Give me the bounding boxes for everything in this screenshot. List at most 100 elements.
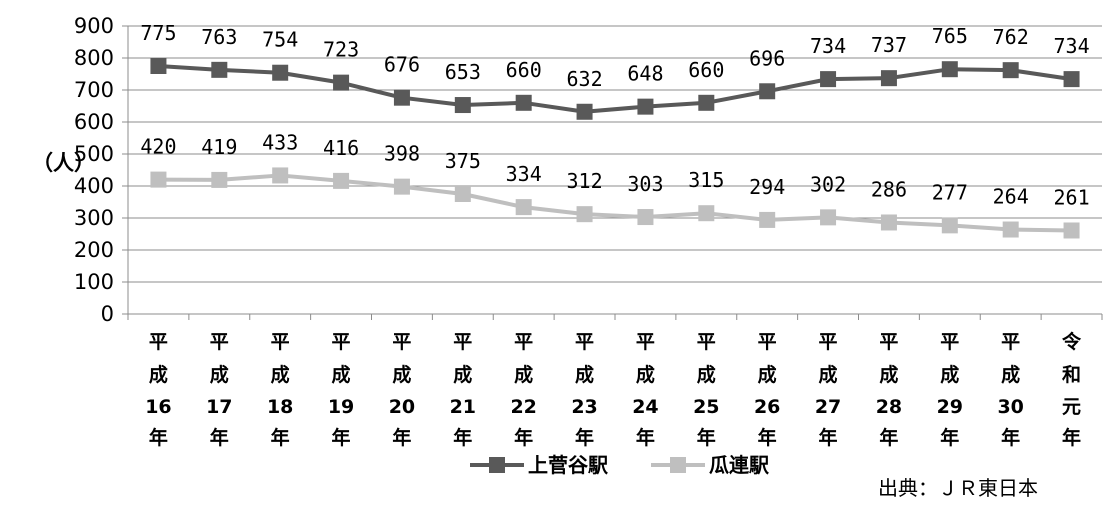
data-label: 696 [749, 46, 785, 70]
x-category-line: 平 [1001, 331, 1020, 353]
x-category-line: 成 [332, 363, 351, 386]
data-label: 754 [262, 28, 298, 52]
y-tick-label: 400 [74, 174, 114, 198]
data-point-marker [1002, 62, 1019, 79]
x-category-line: 年 [210, 426, 229, 449]
x-category-line: 平 [271, 331, 290, 353]
y-tick-label: 500 [74, 142, 114, 166]
x-category-label: 平成 16 年 [145, 331, 171, 449]
x-category-line: 年 [575, 426, 594, 449]
data-point-marker [150, 58, 167, 74]
x-category-line: 25 [693, 396, 719, 418]
data-label: 762 [993, 25, 1029, 49]
x-category-line: 年 [1062, 426, 1081, 449]
data-point-marker [454, 186, 471, 202]
data-label: 734 [810, 34, 846, 58]
data-point-marker [211, 61, 228, 78]
data-point-marker [880, 70, 897, 87]
x-category-line: 28 [876, 396, 902, 418]
x-category-line: 成 [758, 363, 777, 386]
data-point-marker [759, 211, 776, 228]
x-category-line: 成 [1001, 363, 1020, 386]
data-label: 261 [1054, 185, 1090, 209]
x-category-line: 平 [879, 331, 898, 353]
data-point-marker [941, 217, 958, 234]
x-category-line: 年 [453, 426, 472, 449]
x-category-line: 元 [1062, 396, 1081, 418]
x-category-label: 平成 20 年 [389, 331, 415, 449]
data-point-marker [576, 103, 593, 120]
x-category-line: 成 [514, 363, 533, 386]
legend-entry: 上菅谷駅 [470, 453, 608, 477]
data-label: 420 [140, 135, 176, 159]
x-category-line: 成 [453, 363, 472, 386]
x-category-line: 19 [328, 396, 354, 418]
x-category-line: 年 [819, 426, 838, 449]
x-category-line: 18 [267, 396, 293, 418]
data-point-marker [637, 98, 654, 115]
y-tick-label: 200 [74, 238, 114, 262]
data-label: 775 [140, 21, 176, 45]
y-tick-label: 800 [74, 46, 114, 70]
data-label: 294 [749, 175, 785, 199]
x-category-line: 年 [879, 426, 898, 449]
x-category-label: 平成 27 年 [815, 331, 841, 449]
x-category-label: 平成 23 年 [571, 331, 597, 449]
data-label: 433 [262, 130, 298, 154]
x-category-line: 26 [754, 396, 780, 418]
x-category-line: 平 [514, 331, 533, 353]
legend-marker [489, 457, 505, 473]
data-label: 723 [323, 38, 359, 62]
data-point-marker [393, 178, 410, 195]
x-category-line: 平 [392, 331, 411, 353]
y-tick-label: 100 [74, 270, 114, 294]
x-category-line: 平 [149, 331, 168, 353]
x-category-line: 年 [149, 426, 168, 449]
data-point-marker [759, 83, 776, 100]
data-label: 734 [1054, 34, 1090, 58]
data-point-marker [820, 71, 837, 88]
series-line [158, 64, 1072, 114]
legend-entry: 瓜連駅 [651, 453, 769, 477]
data-label: 375 [445, 149, 481, 173]
x-category-label: 平成 29 年 [937, 331, 963, 449]
data-point-marker [820, 209, 837, 226]
data-label: 660 [506, 58, 542, 82]
x-category-line: 平 [940, 331, 959, 353]
legend-label: 瓜連駅 [709, 453, 769, 477]
y-tick-label: 700 [74, 78, 114, 102]
data-point-marker [272, 64, 289, 81]
y-tick-label: 900 [74, 14, 114, 38]
data-label: 737 [871, 33, 907, 57]
data-label: 312 [567, 169, 603, 193]
x-category-line: 成 [392, 363, 411, 386]
data-point-marker [941, 61, 958, 78]
data-label: 653 [445, 60, 481, 84]
x-category-label: 平成 21 年 [450, 331, 476, 449]
legend: 上菅谷駅 瓜連駅 [470, 453, 769, 477]
x-category-line: 平 [819, 331, 838, 353]
data-label: 660 [688, 58, 724, 82]
x-category-line: 平 [758, 331, 777, 353]
x-category-line: 17 [206, 396, 232, 418]
data-label: 765 [932, 24, 968, 48]
data-label: 648 [627, 62, 663, 86]
x-category-line: 成 [271, 363, 290, 386]
legend-marker [670, 457, 686, 473]
x-category-label: 平成 28 年 [876, 331, 902, 449]
x-category-label: 平成 17 年 [206, 331, 232, 449]
x-category-line: 平 [575, 331, 594, 353]
x-category-line: 平 [210, 331, 229, 353]
y-tick-label: 0 [101, 302, 114, 326]
x-category-line: 成 [575, 363, 594, 386]
data-label: 302 [810, 172, 846, 196]
data-label: 277 [932, 180, 968, 204]
x-category-line: 年 [271, 426, 290, 449]
data-point-marker [454, 97, 471, 114]
y-tick-label: 300 [74, 206, 114, 230]
x-category-line: 29 [937, 396, 963, 418]
x-category-line: 24 [632, 396, 658, 418]
data-label: 763 [201, 25, 237, 49]
